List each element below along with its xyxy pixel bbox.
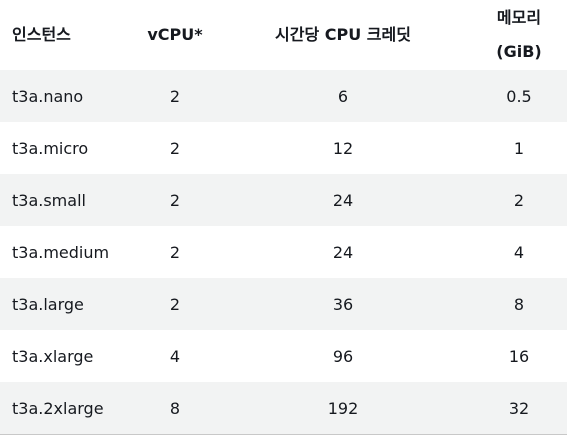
cell-instance: t3a.nano xyxy=(0,70,135,122)
cell-vcpu: 8 xyxy=(135,382,215,435)
table-body: t3a.nano 2 6 0.5 t3a.micro 2 12 1 t3a.sm… xyxy=(0,70,567,435)
cell-memory: 8 xyxy=(471,278,567,330)
header-memory-unit: (GiB) xyxy=(496,42,542,61)
cell-memory: 32 xyxy=(471,382,567,435)
header-memory: 메모리 (GiB) xyxy=(471,0,567,70)
cell-vcpu: 2 xyxy=(135,70,215,122)
cell-vcpu: 2 xyxy=(135,226,215,278)
cell-vcpu: 4 xyxy=(135,330,215,382)
table-row: t3a.nano 2 6 0.5 xyxy=(0,70,567,122)
cell-memory: 0.5 xyxy=(471,70,567,122)
cell-vcpu: 2 xyxy=(135,278,215,330)
cell-memory: 1 xyxy=(471,122,567,174)
table-row: t3a.2xlarge 8 192 32 xyxy=(0,382,567,435)
table-row: t3a.large 2 36 8 xyxy=(0,278,567,330)
table-row: t3a.small 2 24 2 xyxy=(0,174,567,226)
cell-credits: 192 xyxy=(215,382,471,435)
cell-credits: 12 xyxy=(215,122,471,174)
cell-instance: t3a.2xlarge xyxy=(0,382,135,435)
cell-memory: 4 xyxy=(471,226,567,278)
cell-credits: 96 xyxy=(215,330,471,382)
header-row: 인스턴스 vCPU* 시간당 CPU 크레딧 메모리 (GiB) xyxy=(0,0,567,70)
cell-vcpu: 2 xyxy=(135,122,215,174)
cell-memory: 16 xyxy=(471,330,567,382)
table-row: t3a.xlarge 4 96 16 xyxy=(0,330,567,382)
header-vcpu: vCPU* xyxy=(147,25,203,44)
cell-credits: 6 xyxy=(215,70,471,122)
table-row: t3a.medium 2 24 4 xyxy=(0,226,567,278)
cell-instance: t3a.small xyxy=(0,174,135,226)
cell-credits: 24 xyxy=(215,226,471,278)
header-cpu-credits-per-hour: 시간당 CPU 크레딧 xyxy=(275,25,411,44)
cell-instance: t3a.micro xyxy=(0,122,135,174)
cell-memory: 2 xyxy=(471,174,567,226)
cell-instance: t3a.large xyxy=(0,278,135,330)
header-memory-label: 메모리 xyxy=(496,8,542,27)
table-row: t3a.micro 2 12 1 xyxy=(0,122,567,174)
cell-instance: t3a.medium xyxy=(0,226,135,278)
cell-instance: t3a.xlarge xyxy=(0,330,135,382)
cell-vcpu: 2 xyxy=(135,174,215,226)
header-instance: 인스턴스 xyxy=(12,25,71,44)
cell-credits: 24 xyxy=(215,174,471,226)
table-header: 인스턴스 vCPU* 시간당 CPU 크레딧 메모리 (GiB) xyxy=(0,0,567,70)
cell-credits: 36 xyxy=(215,278,471,330)
